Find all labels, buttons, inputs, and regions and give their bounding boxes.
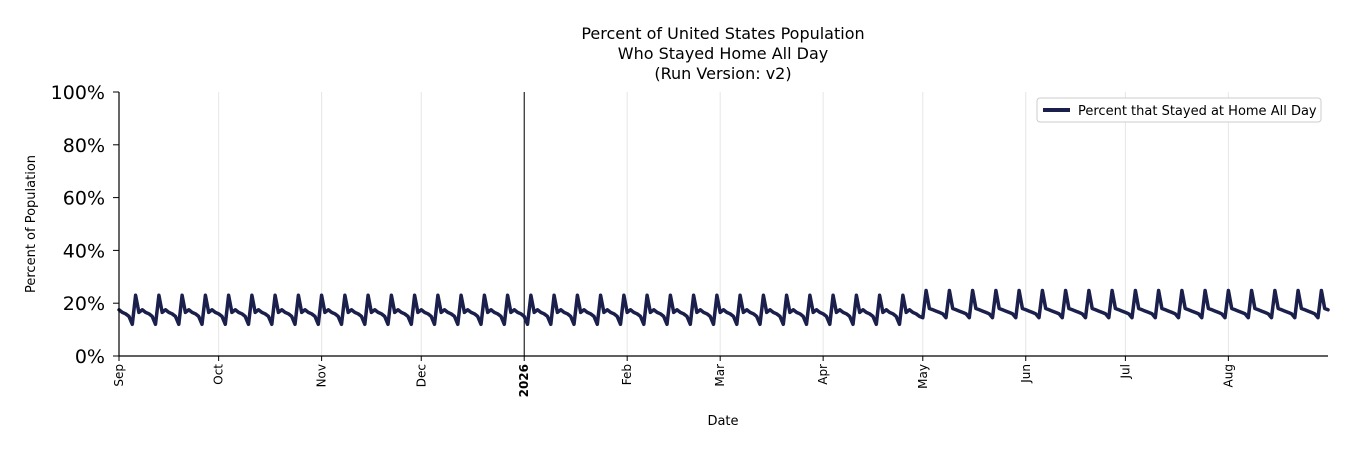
legend: Percent that Stayed at Home All Day [1036, 97, 1322, 123]
x-tick-label-mar: Mar [713, 364, 727, 387]
chart-title-line-2: Who Stayed Home All Day [618, 44, 828, 63]
series-layer [117, 288, 1330, 327]
x-tick-label-dec: Dec [414, 364, 428, 387]
x-tick-label-may: May [916, 364, 930, 389]
x-tick-label-feb: Feb [620, 364, 634, 385]
chart-title-line-1: Percent of United States Population [581, 24, 864, 43]
y-axis-label: Percent of Population [24, 155, 39, 293]
axes [118, 92, 1328, 357]
x-tick-label-nov: Nov [315, 364, 329, 387]
series-line-stayed-home [117, 288, 1330, 327]
y-axis-ticks: 0% 20% 40% 60% 80% 100% [51, 82, 119, 368]
y-tick-label: 80% [63, 135, 105, 157]
x-tick-label-oct: Oct [212, 364, 226, 385]
x-tick-label-sep: Sep [112, 364, 126, 387]
legend-frame [1036, 97, 1322, 123]
y-tick-label: 60% [63, 188, 105, 210]
y-tick-label: 0% [75, 346, 105, 368]
x-tick-label-2026: 2026 [517, 364, 531, 397]
x-axis-label: Date [707, 414, 738, 429]
x-tick-label-jul: Jul [1118, 364, 1132, 379]
grid-lines [218, 92, 1229, 356]
chart-title-line-3: (Run Version: v2) [654, 64, 791, 83]
x-tick-label-jun: Jun [1019, 364, 1033, 384]
y-tick-label: 20% [63, 293, 105, 315]
y-tick-label: 100% [51, 82, 105, 104]
legend-label: Percent that Stayed at Home All Day [1078, 104, 1317, 119]
y-tick-label: 40% [63, 240, 105, 262]
x-axis-ticks: Sep Oct Nov Dec 2026 Feb Mar Apr May Jun Jul Aug [112, 356, 1235, 397]
x-tick-label-apr: Apr [816, 364, 830, 385]
x-tick-label-aug: Aug [1221, 364, 1235, 387]
